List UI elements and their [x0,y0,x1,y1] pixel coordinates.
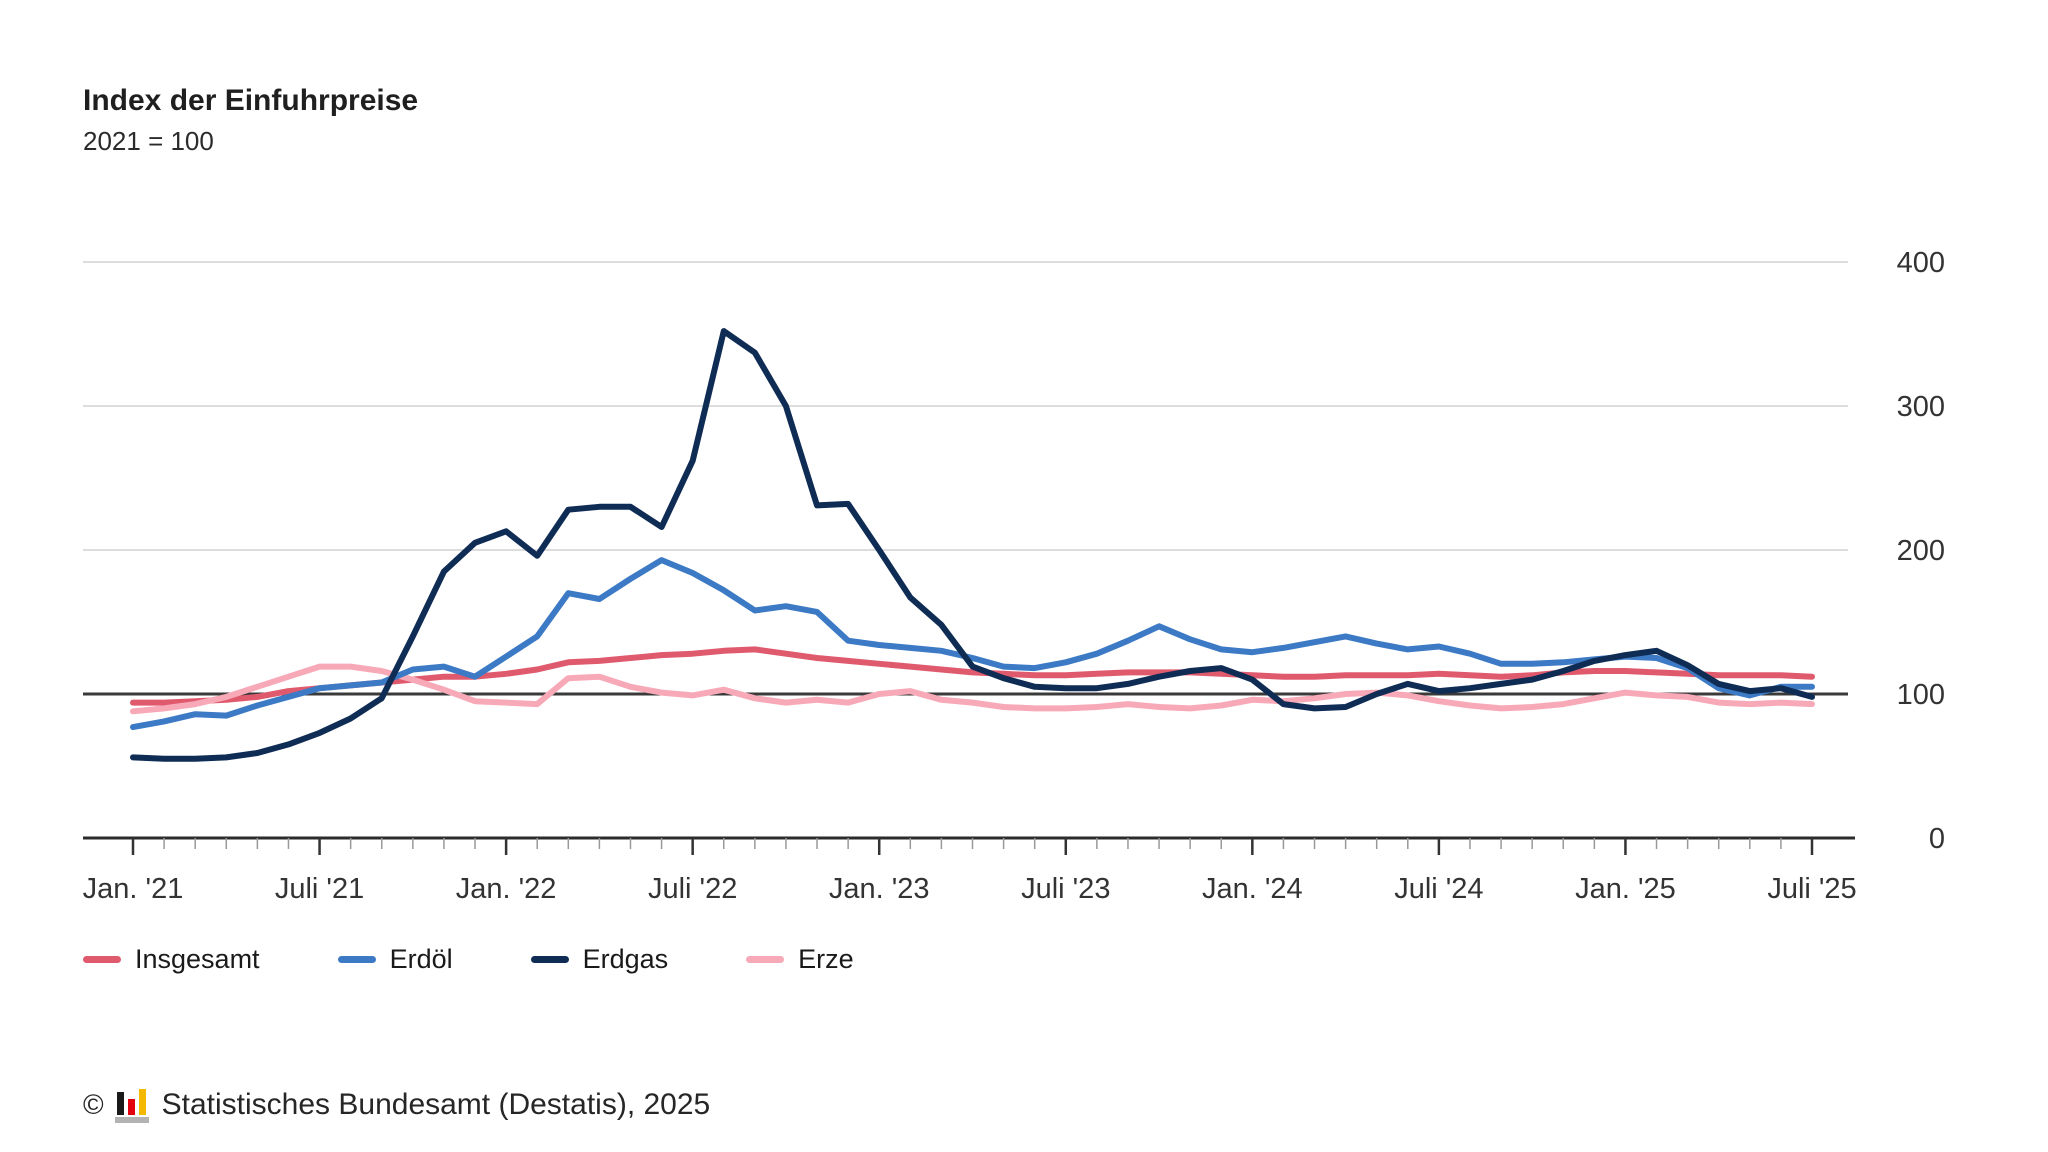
legend-item-erdol: Erdöl [337,944,453,975]
chart-title: Index der Einfuhrpreise [83,84,419,117]
y-axis-label-400: 400 [1897,247,1945,279]
legend-label: Insgesamt [135,944,260,974]
legend-swatch-icon [337,956,376,963]
y-axis-label-100: 100 [1897,679,1945,711]
x-axis-label: Jan. '21 [83,873,184,905]
destatis-logo-icon [114,1089,149,1123]
legend-item-insgesamt: Insgesamt [83,944,260,975]
x-axis-label: Juli '24 [1394,873,1483,905]
legend-swatch-icon [83,956,121,963]
logo-bar [116,1092,124,1115]
copyright-symbol: © [83,1089,104,1120]
x-axis-label: Jan. '22 [456,873,557,905]
legend-item-erze: Erze [746,944,854,975]
source-text: Statistisches Bundesamt (Destatis), 2025 [161,1088,711,1121]
x-axis-label: Juli '22 [648,873,737,905]
legend-item-erdgas: Erdgas [530,944,669,975]
x-axis-label: Juli '23 [1021,873,1110,905]
legend-label: Erze [798,944,854,974]
x-axis-label: Jan. '25 [1575,873,1676,905]
source-attribution: © Statistisches Bundesamt (Destatis), 20… [83,1086,710,1124]
y-axis-label-300: 300 [1897,391,1945,423]
x-axis-label: Juli '25 [1767,873,1856,905]
logo-bar [127,1099,135,1115]
legend-label: Erdgas [582,944,669,974]
y-axis-label-200: 200 [1897,535,1945,567]
legend-label: Erdöl [389,944,453,974]
legend-swatch-icon [746,956,785,963]
series-line-erdgas [130,328,1815,762]
chart-subtitle: 2021 = 100 [83,126,214,156]
logo-bar [138,1089,146,1115]
series-line-erdol [130,557,1815,731]
y-axis-label-0: 0 [1929,823,1945,855]
logo-bar [114,1117,149,1123]
series-line-erze [130,663,1815,715]
chart-legend: Insgesamt Erdöl Erdgas Erze [83,944,854,975]
legend-swatch-icon [530,956,569,963]
x-axis-label: Jan. '24 [1202,873,1303,905]
x-axis-label: Jan. '23 [829,873,930,905]
x-axis-label: Juli '21 [275,873,364,905]
